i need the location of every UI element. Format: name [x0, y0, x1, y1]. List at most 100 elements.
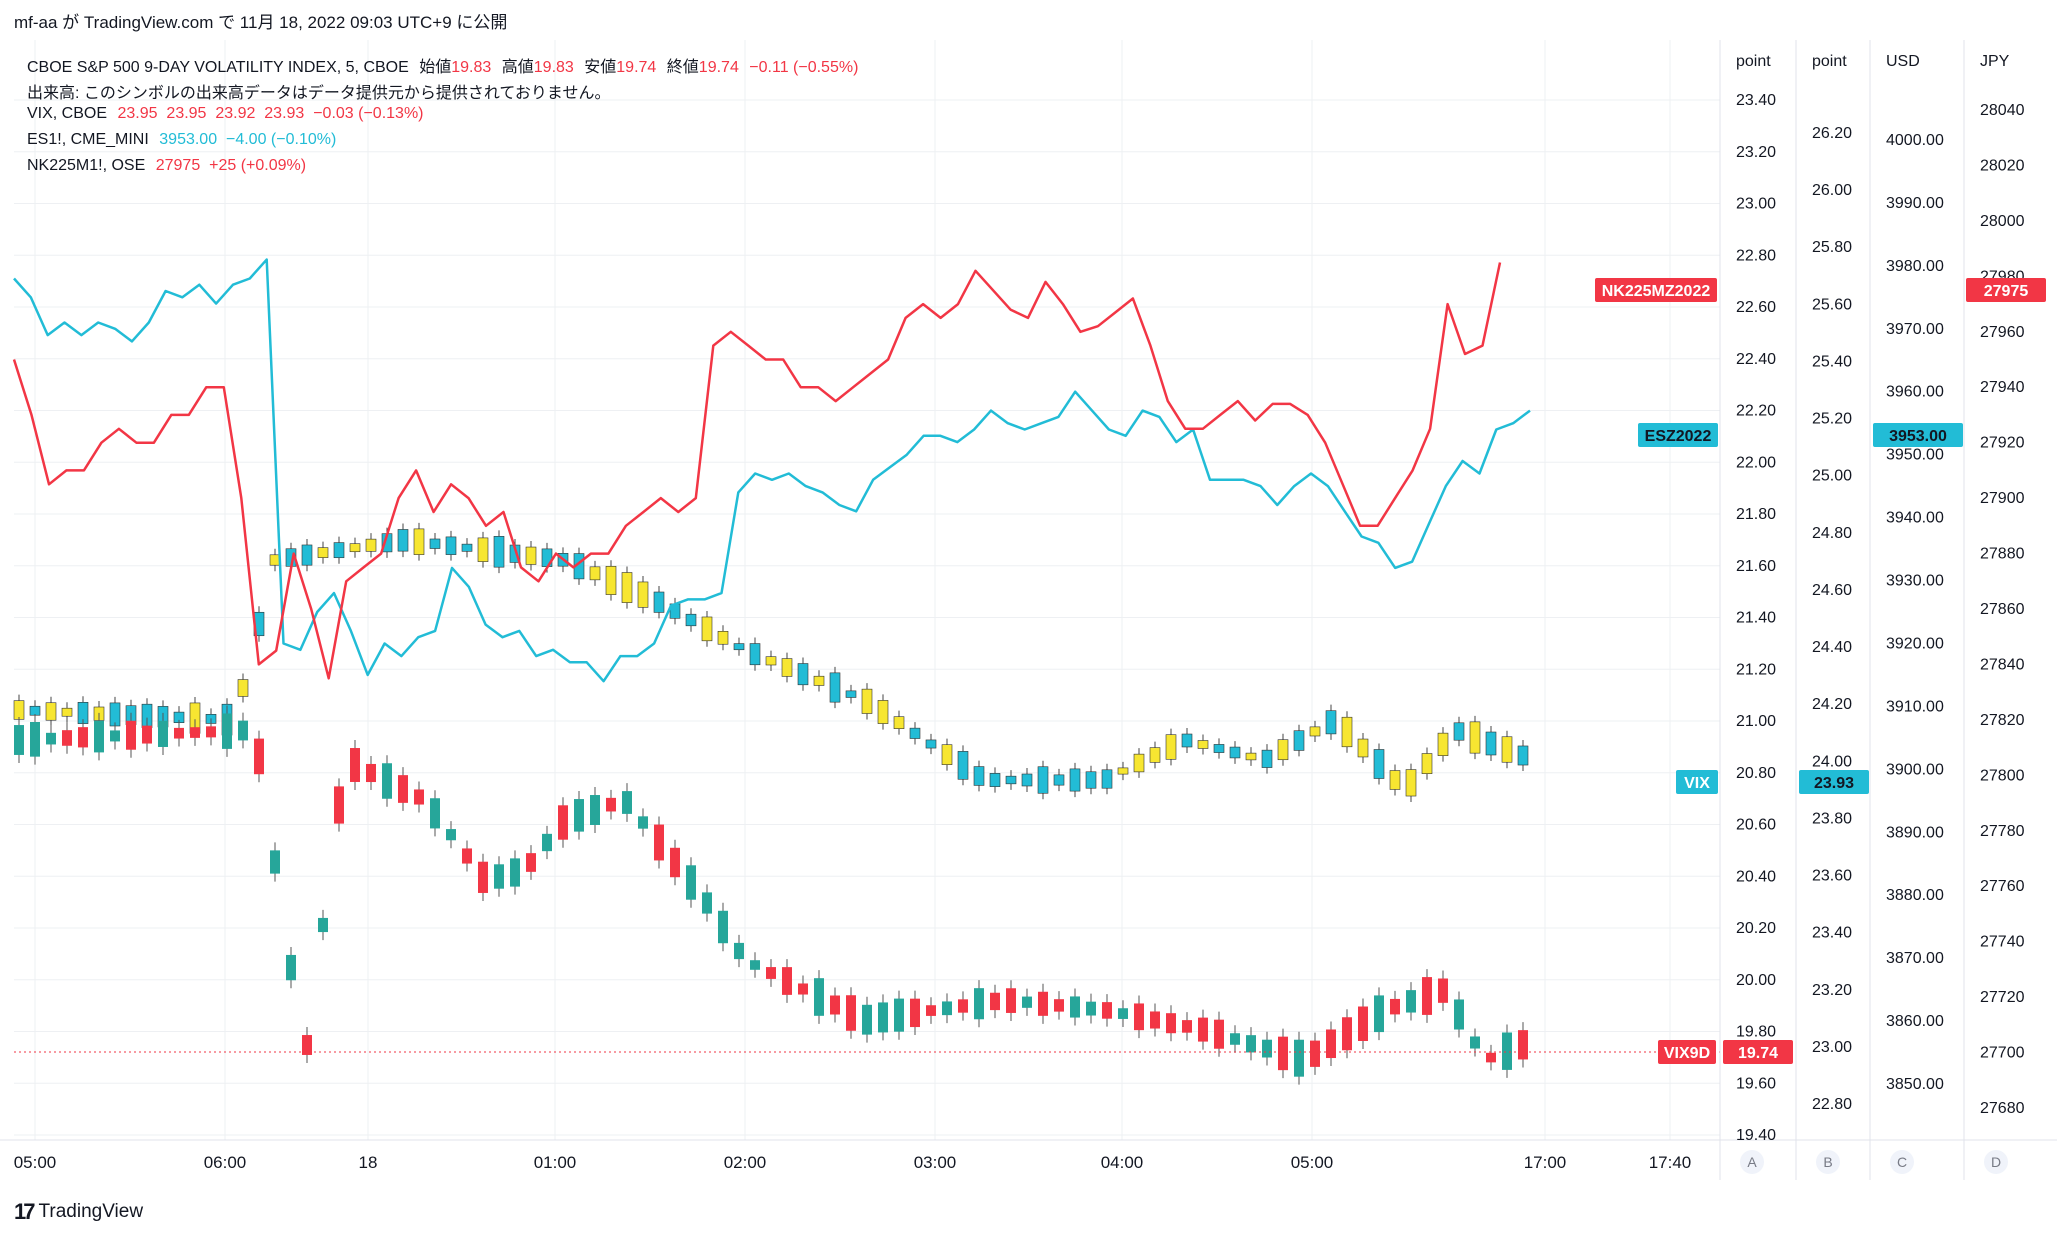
tradingview-brand: TradingView — [38, 1201, 144, 1222]
es-tag: ESZ2022 — [1645, 428, 1712, 445]
vix9d-candle — [1390, 998, 1400, 1015]
vix9d-candle — [1038, 991, 1048, 1016]
axis-D-tick: 27920 — [1980, 435, 2025, 452]
vix-candle — [1405, 769, 1417, 797]
axis-D-tick: 27780 — [1980, 823, 2025, 840]
time-tick: 17:40 — [1649, 1153, 1692, 1172]
time-tick: 04:00 — [1101, 1153, 1144, 1172]
axis-C-tick: 3930.00 — [1886, 573, 1944, 590]
vix9d-candle — [1262, 1039, 1272, 1058]
vix9d-candle — [1214, 1019, 1224, 1049]
vix9d-candle — [1438, 978, 1448, 1003]
axis-A-tick: 22.20 — [1736, 403, 1776, 420]
vix9d-candle — [510, 858, 520, 887]
vix-candle — [1341, 716, 1353, 748]
axis-C-tick: 3960.00 — [1886, 384, 1944, 401]
vix-candle — [1293, 730, 1305, 751]
vix9d-candle — [1102, 1002, 1112, 1019]
vix-candle — [1021, 773, 1033, 787]
vix-candle — [1277, 739, 1289, 761]
legend-vix9d[interactable]: CBOE S&P 500 9-DAY VOLATILITY INDEX, 5, … — [27, 53, 864, 77]
vix-candle — [685, 613, 697, 627]
vix9d-candle — [622, 791, 632, 814]
vix9d-candle — [1454, 999, 1464, 1030]
vix9d-candle — [542, 833, 552, 852]
series-line-NK225MZ2022 — [12, 262, 1502, 680]
vix9d-candle — [750, 960, 760, 970]
vix-candle — [1485, 731, 1497, 756]
vix9d-candle — [782, 967, 792, 995]
vix-candle — [1037, 766, 1049, 794]
axis-A-tick: 20.00 — [1736, 972, 1776, 989]
vix-candle — [365, 538, 377, 552]
legend-es[interactable]: ES1!, CME_MINI 3953.00 −4.00 (−0.10%) — [27, 131, 342, 149]
time-tick: 06:00 — [204, 1153, 247, 1172]
vix9d-candle — [590, 795, 600, 825]
vix-tag: VIX — [1684, 775, 1710, 792]
vix9d-candle — [398, 775, 408, 803]
vix-candle — [845, 690, 857, 698]
vix-candle — [29, 705, 41, 716]
axis-B-tick: 23.60 — [1812, 868, 1852, 885]
axis-A-tick: 21.00 — [1736, 713, 1776, 730]
legend-nk[interactable]: NK225M1!, OSE 27975 +25 (+0.09%) — [27, 157, 312, 175]
vix-candle — [1517, 745, 1529, 766]
vix-candle — [1261, 749, 1273, 768]
axis-C-tick: 3880.00 — [1886, 887, 1944, 904]
vix9d-candle — [1374, 995, 1384, 1033]
vix9d-candle — [270, 850, 280, 874]
tradingview-logo[interactable]: 17 TradingView — [14, 1199, 143, 1225]
vix-candle — [525, 546, 537, 565]
vix9d-candle — [94, 720, 104, 753]
time-tick: 01:00 — [534, 1153, 577, 1172]
axis-B-tick: 25.80 — [1812, 239, 1852, 256]
axis-B-tick: 25.20 — [1812, 411, 1852, 428]
axis-C-tick: 3940.00 — [1886, 510, 1944, 527]
vix-candle — [941, 744, 953, 765]
axis-C-tick: 4000.00 — [1886, 132, 1944, 149]
vix9d-candle — [1406, 990, 1416, 1013]
time-tick: 18 — [359, 1153, 378, 1172]
axis-B-tick: 24.40 — [1812, 639, 1852, 656]
axis-A-title: point — [1736, 53, 1771, 70]
vix-candle — [1101, 769, 1113, 789]
vix9d-candle — [638, 816, 648, 829]
es-tag-bg — [1638, 423, 1718, 447]
axis-D-tick: 27760 — [1980, 878, 2025, 895]
legend-vix[interactable]: VIX, CBOE 23.95 23.95 23.92 23.93 −0.03 … — [27, 105, 430, 123]
vix-candle — [397, 529, 409, 552]
vix9d-candle — [1166, 1013, 1176, 1034]
axis-D-tick: 27840 — [1980, 656, 2025, 673]
axis-A-tick: 21.20 — [1736, 661, 1776, 678]
vix-candle — [717, 631, 729, 645]
legend-vix9d-low-label: 安値 — [584, 59, 617, 76]
axis-A-tick: 19.60 — [1736, 1075, 1776, 1092]
vix9d-candle — [1278, 1036, 1288, 1071]
axis-B-tick: 23.00 — [1812, 1039, 1852, 1056]
vix-candle — [1469, 721, 1481, 754]
axis-D-tick: 27960 — [1980, 324, 2025, 341]
vix-candle — [1245, 752, 1257, 761]
vix9d-candle — [414, 789, 424, 805]
vix9d-candle — [942, 1001, 952, 1016]
vix9d-candle — [78, 727, 88, 748]
legend-nk-values: 27975 +25 (+0.09%) — [155, 157, 307, 174]
axis-A-tick: 22.60 — [1736, 299, 1776, 316]
time-tick: 17:00 — [1524, 1153, 1567, 1172]
vix-candle — [1357, 738, 1369, 758]
vix-candle — [493, 536, 505, 568]
vix-candle — [237, 679, 249, 697]
axis-C-tick: 3990.00 — [1886, 195, 1944, 212]
vix9d-candle — [222, 713, 232, 749]
time-tick: 02:00 — [724, 1153, 767, 1172]
vix9d-candle — [46, 732, 56, 745]
axis-C-tick: 3910.00 — [1886, 698, 1944, 715]
axis-A-tick: 22.00 — [1736, 454, 1776, 471]
series-line-ESZ2022 — [13, 258, 1531, 683]
time-tick: 03:00 — [914, 1153, 957, 1172]
vix-candle — [477, 537, 489, 562]
vix9d-candle — [206, 726, 216, 738]
axis-C-tick: 3890.00 — [1886, 824, 1944, 841]
vix-candle — [333, 542, 345, 559]
